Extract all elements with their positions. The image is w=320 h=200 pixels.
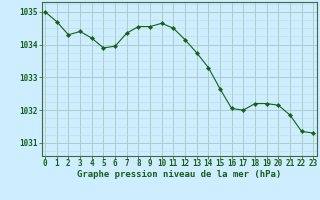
X-axis label: Graphe pression niveau de la mer (hPa): Graphe pression niveau de la mer (hPa) (77, 170, 281, 179)
